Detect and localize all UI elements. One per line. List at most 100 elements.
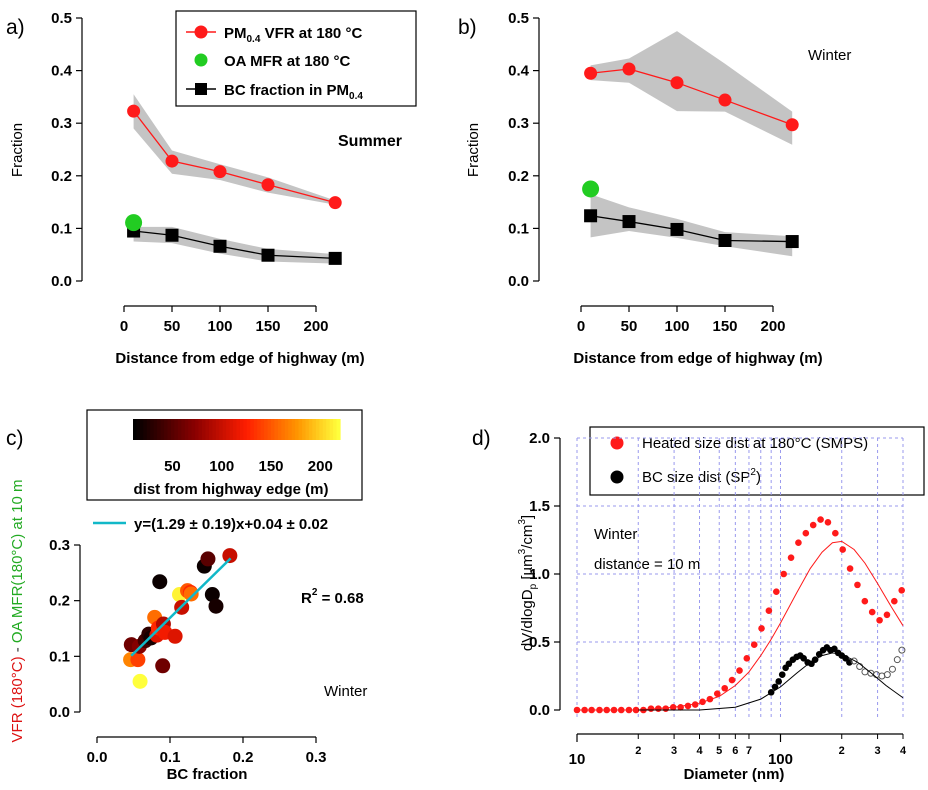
colorbar-segment: [181, 419, 186, 440]
x-tick-label: 50: [164, 318, 181, 335]
colorbar-segment: [274, 419, 279, 440]
colorbar-segment: [215, 419, 220, 440]
y-tick-label: 0.5: [508, 10, 529, 27]
x-minor-tick-label: 6: [732, 745, 738, 757]
heated-point: [846, 565, 854, 572]
panel-a-label: a): [6, 16, 25, 39]
heated-point: [839, 546, 847, 553]
legend-entry-heated: Heated size dist at 180°C (SMPS): [642, 435, 868, 452]
colorbar-segment: [157, 419, 162, 440]
y-tick-label: 0.0: [529, 702, 550, 719]
y-tick-label: 0.0: [49, 704, 70, 721]
heated-point: [795, 539, 802, 547]
y-tick-label: 0.0: [51, 273, 72, 290]
y-tick-label: 0.4: [51, 63, 73, 80]
bc-open-point: [883, 671, 891, 679]
colorbar-segment: [202, 419, 207, 440]
heated-point: [662, 705, 670, 712]
x-tick-label: 100: [768, 751, 793, 768]
colorbar-segment: [298, 419, 303, 440]
colorbar-tick-label: 100: [209, 458, 234, 475]
y-tick-label: 0.0: [508, 273, 529, 290]
panel-c-colorbar: dist from highway edge (m) 50 100 150 200: [86, 409, 363, 501]
colorbar-tick-label: 200: [308, 458, 333, 475]
panel-c-xlabel: BC fraction: [167, 766, 248, 783]
colorbar-segment: [264, 419, 269, 440]
panel-d-xlabel: Diameter (nm): [684, 766, 785, 783]
colorbar-segment: [319, 419, 324, 440]
colorbar-tick-label: 50: [164, 458, 181, 475]
colorbar-segment: [239, 419, 244, 440]
x-tick-label: 200: [760, 318, 785, 335]
fit-curve: [577, 540, 904, 711]
heated-point: [868, 608, 876, 616]
panel-c-season: Winter: [324, 683, 367, 700]
scatter-point: [132, 673, 148, 689]
panel-d-ylabel: dV/dlogDp [µm3/cm3]: [517, 515, 539, 651]
panel-d-season: Winter: [594, 526, 637, 543]
scatter-point: [204, 587, 220, 603]
heated-point: [809, 521, 817, 529]
x-minor-tick-label: 2: [839, 745, 845, 757]
colorbar-segment: [329, 419, 334, 440]
x-minor-tick-label: 4: [900, 745, 907, 757]
oa-mfr-point: [125, 214, 143, 232]
colorbar-segment: [164, 419, 169, 440]
legend-box: [175, 10, 417, 107]
colorbar-segment: [136, 419, 141, 440]
y-tick-label: 2.0: [529, 430, 550, 447]
colorbar-segment: [284, 419, 289, 440]
colorbar-segment: [322, 419, 327, 440]
heated-point: [758, 625, 765, 632]
panel-b-ylabel: Fraction: [465, 123, 482, 177]
scatter-point: [167, 628, 183, 644]
colorbar-segment: [133, 419, 138, 440]
colorbar-segment: [277, 419, 282, 440]
colorbar-segment: [333, 419, 338, 440]
heated-point: [883, 611, 891, 619]
scatter-point: [200, 551, 216, 567]
heated-point: [728, 676, 736, 684]
colorbar-segment: [291, 419, 296, 440]
vfr-point: [213, 165, 227, 179]
colorbar-segment: [188, 419, 193, 440]
x-minor-tick-label: 4: [696, 745, 703, 757]
vfr-point: [622, 62, 636, 76]
bc-fraction-point: [670, 222, 684, 236]
scatter-point: [155, 658, 171, 674]
heated-point: [736, 667, 743, 674]
vfr-point: [328, 196, 342, 210]
colorbar-segment: [233, 419, 238, 440]
colorbar-segment: [184, 419, 189, 440]
x-tick-label: 150: [255, 318, 280, 335]
panel-b-label: b): [458, 16, 477, 39]
x-minor-tick-label: 7: [746, 745, 752, 757]
bc-fraction-point: [213, 239, 227, 253]
panel-d: d) Diameter (nm) dV/dlogDp [µm3/cm3] Win…: [472, 426, 925, 783]
x-tick-label: 0: [120, 318, 128, 335]
colorbar-segment: [326, 419, 331, 440]
heated-point: [743, 655, 751, 662]
vfr-point: [718, 93, 732, 107]
x-tick-label: 0.2: [233, 749, 254, 766]
x-tick-label: 50: [621, 318, 638, 335]
colorbar-segment: [236, 419, 241, 440]
panel-c-label: c): [6, 427, 24, 450]
colorbar-segment: [177, 419, 182, 440]
legend-marker-red-circle: [610, 436, 624, 450]
heated-point: [721, 684, 729, 692]
bc-fraction-point: [718, 233, 732, 247]
x-tick-label: 0: [577, 318, 585, 335]
y-tick-label: 0.3: [49, 537, 70, 554]
colorbar-segment: [153, 419, 158, 440]
panel-a-ylabel: Fraction: [9, 123, 26, 177]
vfr-point: [165, 154, 179, 168]
scatter-point: [183, 586, 199, 602]
colorbar-segment: [205, 419, 210, 440]
bc-fraction-point: [785, 235, 799, 249]
colorbar-segment: [315, 419, 320, 440]
colorbar-segment: [226, 419, 231, 440]
colorbar-segment: [229, 419, 234, 440]
y-tick-label: 1.0: [529, 566, 550, 583]
x-tick-label: 0.1: [160, 749, 181, 766]
